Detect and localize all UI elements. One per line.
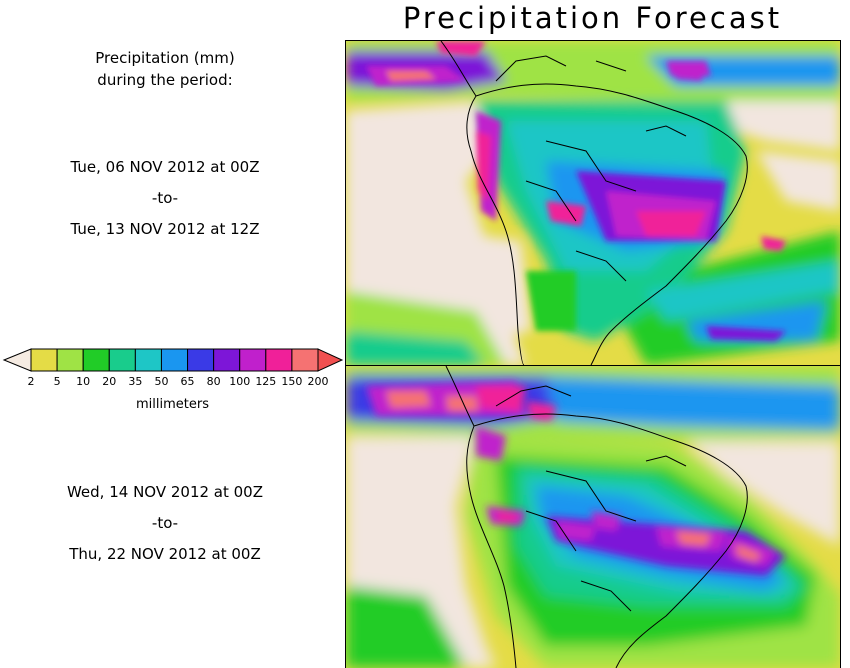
- period-1-start: Tue, 06 NOV 2012 at 00Z: [70, 158, 260, 176]
- map-1-graphic: [346, 41, 840, 365]
- legend-swatch: [160, 348, 189, 372]
- period-1-end: Tue, 13 NOV 2012 at 12Z: [70, 220, 260, 238]
- period-2-label: Wed, 14 NOV 2012 at 00Z -to- Thu, 22 NOV…: [0, 477, 330, 570]
- legend-tick-label: 35: [128, 375, 143, 388]
- legend-tick-label: 200: [307, 375, 329, 388]
- legend-swatch: [187, 348, 215, 372]
- legend-tick-label: 100: [229, 375, 251, 388]
- period-2-separator: -to-: [151, 514, 179, 532]
- legend-tick-label: 50: [154, 375, 169, 388]
- legend-tick-labels: 2 5 10 20 35 50 65 80 100 125 150 200: [0, 375, 345, 391]
- legend-swatch: [134, 348, 162, 372]
- legend-tick-label: 125: [255, 375, 277, 388]
- legend-colorbar: [2, 348, 344, 372]
- legend-arrow-high: [317, 348, 344, 372]
- legend-tick-label: 150: [281, 375, 303, 388]
- legend-swatch: [82, 348, 110, 372]
- period-2-end: Thu, 22 NOV 2012 at 00Z: [69, 545, 261, 563]
- legend-swatch: [239, 348, 267, 372]
- legend-swatch: [213, 348, 241, 372]
- legend-tick-label: 10: [76, 375, 91, 388]
- period-1-separator: -to-: [151, 189, 179, 207]
- period-1-label: Tue, 06 NOV 2012 at 00Z -to- Tue, 13 NOV…: [0, 152, 330, 245]
- legend-swatch: [291, 348, 319, 372]
- forecast-map-period-2: [345, 365, 841, 668]
- color-legend: 2 5 10 20 35 50 65 80 100 125 150 200 millimeters: [0, 345, 345, 420]
- legend-swatch: [30, 348, 58, 372]
- period-2-start: Wed, 14 NOV 2012 at 00Z: [66, 483, 264, 501]
- legend-swatch: [108, 348, 136, 372]
- legend-unit: millimeters: [136, 397, 209, 412]
- page-title: Precipitation Forecast: [402, 1, 783, 35]
- header-line-1: Precipitation (mm): [95, 49, 235, 67]
- legend-swatch: [56, 348, 84, 372]
- legend-tick-label: 65: [180, 375, 195, 388]
- period-header: Precipitation (mm) during the period:: [0, 47, 330, 91]
- header-line-2: during the period:: [97, 71, 233, 89]
- legend-arrow-low: [2, 348, 32, 372]
- map-2-graphic: [346, 366, 840, 668]
- legend-swatch: [265, 348, 293, 372]
- legend-tick-label: 2: [27, 375, 35, 388]
- legend-tick-label: 80: [206, 375, 221, 388]
- legend-tick-label: 20: [102, 375, 117, 388]
- legend-tick-label: 5: [53, 375, 61, 388]
- forecast-map-period-1: [345, 40, 841, 366]
